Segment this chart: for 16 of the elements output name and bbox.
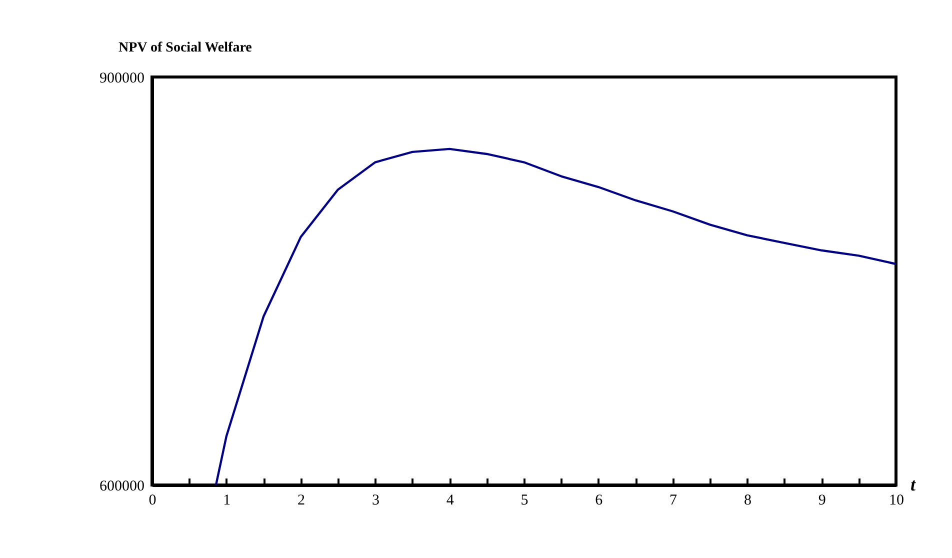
x-tick-label: 8 xyxy=(744,492,752,508)
x-tick-label: 4 xyxy=(446,492,454,508)
x-tick-label: 6 xyxy=(595,492,604,508)
y-tick-label: 900000 xyxy=(100,70,144,86)
x-tick-label: 3 xyxy=(372,492,380,508)
x-tick-label: 9 xyxy=(818,492,826,508)
y-axis-title: NPV of Social Welfare xyxy=(118,40,252,56)
x-tick-label: 0 xyxy=(148,492,156,508)
x-tick-label: 10 xyxy=(889,492,904,508)
line-series xyxy=(214,148,898,486)
x-tick-label: 7 xyxy=(670,492,678,508)
x-tick-label: 1 xyxy=(223,492,231,508)
x-tick-label: 5 xyxy=(520,492,528,508)
x-axis-title: t xyxy=(910,474,916,494)
y-tick-label: 600000 xyxy=(100,478,144,494)
x-tick-label: 2 xyxy=(298,492,306,508)
